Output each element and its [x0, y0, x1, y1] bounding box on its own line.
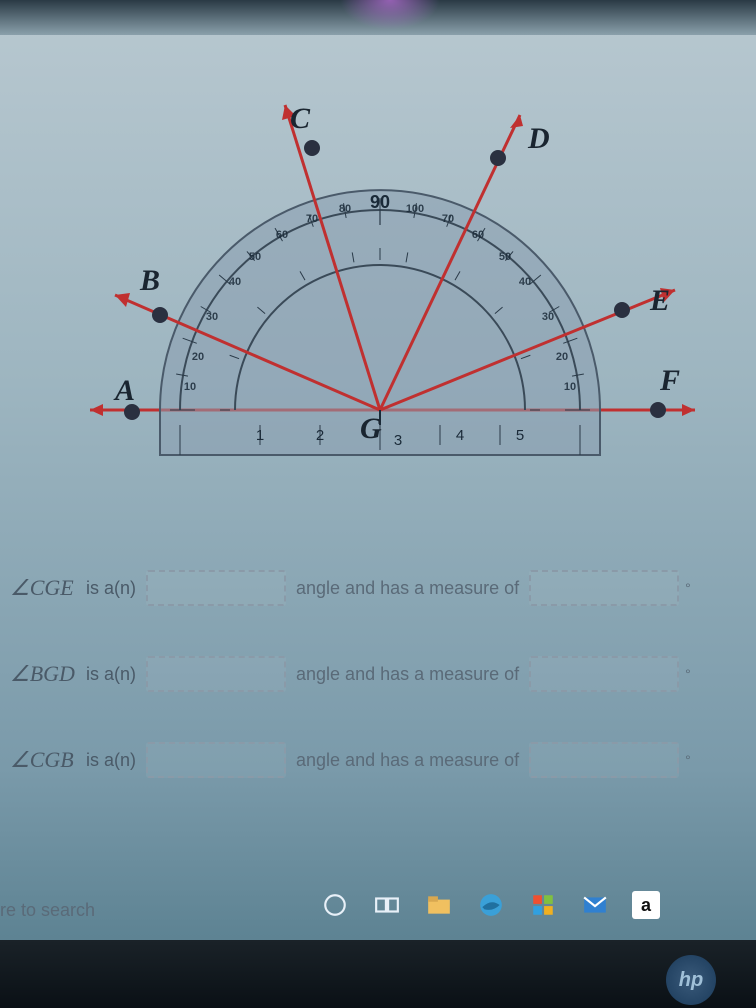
- svg-text:40: 40: [229, 276, 241, 288]
- measure-text: angle and has a measure of: [296, 578, 519, 599]
- questions-block: ∠CGE is a(n) angle and has a measure of …: [0, 570, 700, 828]
- svg-text:60: 60: [472, 229, 484, 241]
- svg-text:1: 1: [256, 427, 264, 444]
- svg-text:20: 20: [192, 351, 204, 363]
- svg-text:70: 70: [306, 213, 318, 225]
- protractor-90-label: 90: [370, 192, 390, 212]
- point-E-label: E: [649, 284, 670, 317]
- search-hint[interactable]: re to search: [0, 900, 95, 921]
- blank-measure-cgb[interactable]: [529, 742, 679, 778]
- blank-measure-bgd[interactable]: [529, 656, 679, 692]
- svg-text:70: 70: [442, 213, 454, 225]
- point-A-label: A: [113, 374, 135, 407]
- point-F-label: F: [659, 364, 680, 397]
- svg-text:60: 60: [276, 229, 288, 241]
- question-row-cgb: ∠CGB is a(n) angle and has a measure of …: [0, 742, 700, 778]
- store-icon[interactable]: [528, 890, 558, 920]
- point-G-label: G: [360, 412, 382, 445]
- taskview-icon[interactable]: [372, 890, 402, 920]
- svg-text:2: 2: [316, 427, 324, 444]
- degree-symbol: °: [685, 580, 691, 596]
- angle-cge-label: ∠CGE: [10, 575, 80, 601]
- svg-text:4: 4: [456, 427, 464, 444]
- explorer-icon[interactable]: [424, 890, 454, 920]
- svg-text:50: 50: [249, 251, 261, 263]
- blank-type-cge[interactable]: [146, 570, 286, 606]
- protractor-diagram: 90 40 50 60 70 80 100 70 60 50 40 30 30 …: [60, 60, 700, 480]
- blank-type-bgd[interactable]: [146, 656, 286, 692]
- question-row-bgd: ∠BGD is a(n) angle and has a measure of …: [0, 656, 700, 692]
- question-row-cge: ∠CGE is a(n) angle and has a measure of …: [0, 570, 700, 606]
- point-B-label: B: [139, 264, 160, 297]
- svg-text:3: 3: [394, 432, 402, 449]
- blank-type-cgb[interactable]: [146, 742, 286, 778]
- svg-text:40: 40: [519, 276, 531, 288]
- angle-cgb-label: ∠CGB: [10, 747, 80, 773]
- point-C-label: C: [290, 102, 311, 135]
- svg-text:50: 50: [499, 251, 511, 263]
- amazon-icon[interactable]: a: [632, 891, 660, 919]
- isan-text: is a(n): [86, 578, 136, 599]
- svg-text:30: 30: [206, 311, 218, 323]
- mail-icon[interactable]: [580, 890, 610, 920]
- angle-bgd-label: ∠BGD: [10, 661, 80, 687]
- svg-text:80: 80: [339, 203, 351, 215]
- blank-measure-cge[interactable]: [529, 570, 679, 606]
- svg-text:10: 10: [564, 381, 576, 393]
- svg-text:100: 100: [406, 203, 424, 215]
- hp-logo: hp: [666, 955, 716, 1005]
- edge-icon[interactable]: [476, 890, 506, 920]
- taskbar: a: [320, 890, 660, 920]
- svg-text:20: 20: [556, 351, 568, 363]
- svg-text:10: 10: [184, 381, 196, 393]
- cortana-icon[interactable]: [320, 890, 350, 920]
- laptop-bezel: [0, 940, 756, 1008]
- svg-text:30: 30: [542, 311, 554, 323]
- svg-text:5: 5: [516, 427, 524, 444]
- point-D-label: D: [527, 122, 550, 155]
